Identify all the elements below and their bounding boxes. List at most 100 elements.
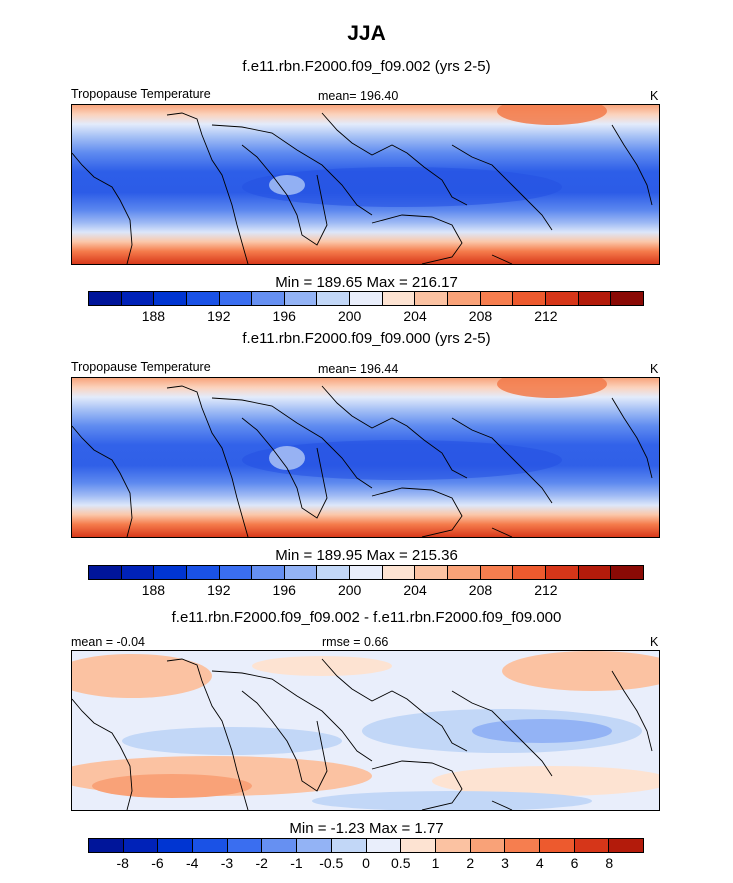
colorbar-tick-label: 188	[141, 308, 166, 324]
colorbar-tick-label: 208	[468, 582, 493, 598]
colorbar-tick-label: -1	[290, 855, 303, 871]
colorbar-tick-label: 212	[534, 308, 558, 324]
colorbar-swatch	[415, 292, 449, 305]
colorbar-swatch	[262, 839, 298, 852]
colorbar-swatch	[252, 292, 285, 305]
colorbar-swatch	[219, 292, 253, 305]
colorbar-tick-label: 188	[141, 582, 166, 598]
colorbar-swatch	[574, 839, 610, 852]
panel2-units-label: K	[650, 362, 659, 376]
colorbar-swatch	[317, 292, 351, 305]
colorbar-swatch	[435, 839, 471, 852]
colorbar-swatch	[545, 292, 579, 305]
colorbar-tick-label: 208	[468, 308, 493, 324]
colorbar-swatch	[578, 292, 612, 305]
colorbar-swatch	[350, 292, 383, 305]
colorbar-tick-label: 0	[362, 855, 370, 871]
colorbar-swatch	[186, 566, 220, 579]
colorbar-swatch	[350, 566, 383, 579]
panel1-title: f.e11.rbn.F2000.f09_f09.002 (yrs 2-5)	[242, 58, 491, 75]
colorbar-swatch	[480, 566, 514, 579]
colorbar-swatch	[480, 292, 514, 305]
colorbar-swatch	[545, 566, 579, 579]
colorbar-tick-label: -2	[255, 855, 268, 871]
colorbar-tick-label: 200	[337, 308, 362, 324]
panel3-rmse-label: rmse = 0.66	[322, 635, 389, 649]
colorbar-swatch	[382, 292, 416, 305]
colorbar-tick-label: 192	[207, 582, 231, 598]
colorbar-swatch	[331, 839, 367, 852]
colorbar-swatch	[539, 839, 575, 852]
colorbar-swatch	[219, 566, 253, 579]
colorbar-tick-label: -3	[220, 855, 234, 871]
panel2-colorbar	[88, 565, 644, 580]
colorbar-tick-label: 8	[605, 855, 614, 871]
colorbar-tick-label: 3	[501, 855, 509, 871]
panel3-map	[52, 650, 682, 811]
colorbar-swatch	[513, 292, 546, 305]
colorbar-swatch	[505, 839, 540, 852]
colorbar-swatch	[611, 566, 643, 579]
colorbar-swatch	[193, 839, 228, 852]
colorbar-tick-label: 200	[337, 582, 362, 598]
colorbar-swatch	[366, 839, 402, 852]
colorbar-tick-label: 6	[570, 855, 579, 871]
panel1-variable-label: Tropopause Temperature	[71, 87, 211, 101]
colorbar-swatch	[401, 839, 436, 852]
colorbar-tick-label: 4	[535, 855, 544, 871]
panel3-title: f.e11.rbn.F2000.f09_f09.002 - f.e11.rbn.…	[171, 609, 562, 626]
panel1-minmax: Min = 189.65 Max = 216.17	[275, 274, 458, 291]
panel2-mean-label: mean= 196.44	[318, 362, 399, 376]
colorbar-tick-label: 204	[403, 308, 427, 324]
colorbar-swatch	[317, 566, 351, 579]
colorbar-swatch	[470, 839, 506, 852]
colorbar-swatch	[123, 839, 159, 852]
colorbar-tick-label: 0.5	[391, 855, 411, 871]
colorbar-tick-label: 1	[431, 855, 440, 871]
colorbar-tick-label: 196	[272, 582, 296, 598]
panel3-mean-label: mean = -0.04	[71, 635, 146, 649]
colorbar-tick-label: 212	[534, 582, 558, 598]
colorbar-swatch	[154, 566, 187, 579]
colorbar-tick-label: 2	[466, 855, 475, 871]
colorbar-swatch	[284, 292, 318, 305]
panel2-minmax: Min = 189.95 Max = 215.36	[275, 547, 458, 564]
colorbar-tick-label: 204	[403, 582, 427, 598]
panel1-field	[71, 97, 659, 265]
colorbar-tick-label: -8	[116, 855, 129, 871]
colorbar-swatch	[448, 292, 481, 305]
colorbar-swatch	[382, 566, 416, 579]
colorbar-tick-label: 196	[272, 308, 296, 324]
panel3-colorbar	[88, 838, 644, 853]
panel2-variable-label: Tropopause Temperature	[71, 360, 211, 374]
panel1-map	[71, 97, 660, 265]
colorbar-swatch	[415, 566, 449, 579]
panel1-mean-label: mean= 196.40	[318, 89, 399, 103]
colorbar-swatch	[89, 292, 122, 305]
colorbar-swatch	[121, 566, 155, 579]
colorbar-swatch	[609, 839, 643, 852]
colorbar-swatch	[186, 292, 220, 305]
panel3-field	[52, 651, 682, 811]
panel3-minmax: Min = -1.23 Max = 1.77	[289, 820, 444, 837]
figure-title: JJA	[347, 22, 386, 45]
colorbar-swatch	[158, 839, 194, 852]
panel1-colorbar	[88, 291, 644, 306]
colorbar-swatch	[284, 566, 318, 579]
panel2-title: f.e11.rbn.F2000.f09_f09.000 (yrs 2-5)	[242, 330, 491, 347]
colorbar-swatch	[513, 566, 546, 579]
colorbar-swatch	[121, 292, 155, 305]
panel2-field	[71, 370, 659, 538]
colorbar-swatch	[252, 566, 285, 579]
colorbar-swatch	[227, 839, 263, 852]
colorbar-swatch	[578, 566, 612, 579]
colorbar-swatch	[154, 292, 187, 305]
colorbar-swatch	[448, 566, 481, 579]
colorbar-swatch	[297, 839, 332, 852]
colorbar-swatch	[89, 839, 124, 852]
colorbar-tick-label: -0.5	[319, 855, 344, 871]
panel1-units-label: K	[650, 89, 659, 103]
colorbar-swatch	[611, 292, 643, 305]
colorbar-tick-label: 192	[207, 308, 231, 324]
panel3-units-label: K	[650, 635, 659, 649]
